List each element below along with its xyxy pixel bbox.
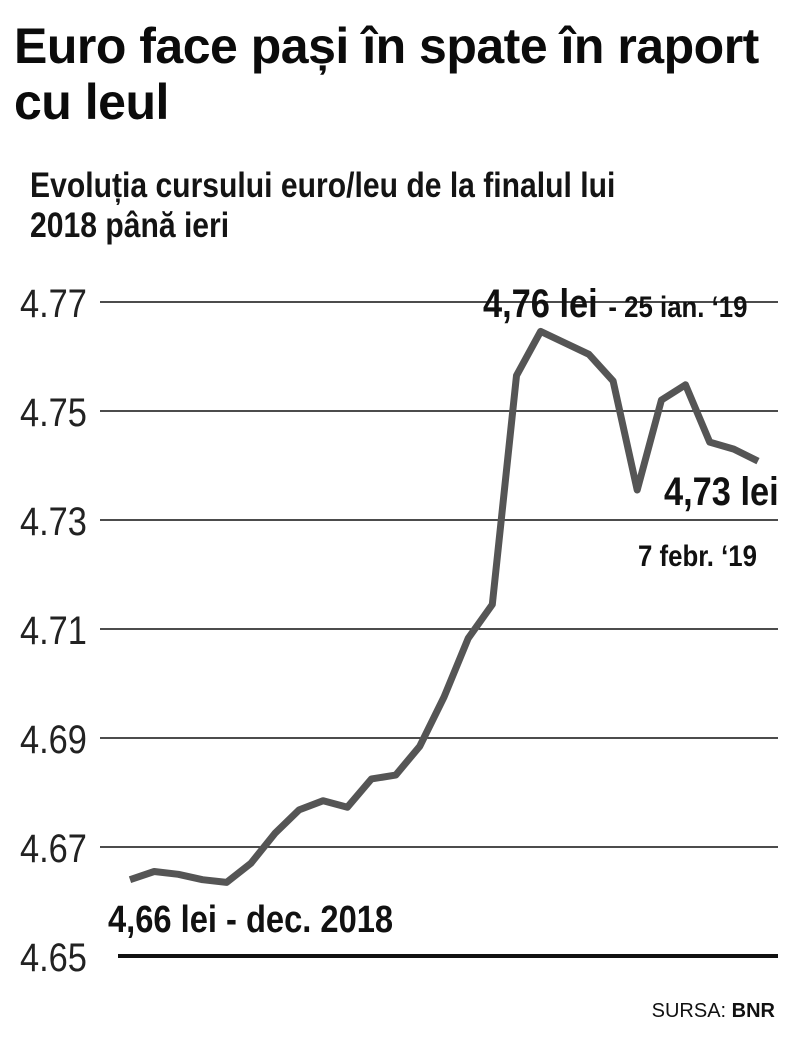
- y-tick-label: 4.67: [20, 826, 87, 871]
- annotation-peak-value: 4,76 lei: [483, 281, 598, 326]
- y-tick-label: 4.73: [20, 499, 87, 544]
- annotation-end-value: 4,73 lei: [664, 469, 779, 514]
- source-name: BNR: [731, 1000, 775, 1022]
- annotation-peak: 4,76 lei - 25 ian. ‘19: [483, 281, 747, 326]
- source-label: SURSA:: [651, 1000, 727, 1022]
- gridlines: [100, 301, 778, 958]
- y-tick-label: 4.75: [20, 390, 87, 435]
- annotation-end-date: 7 febr. ‘19: [638, 539, 757, 572]
- chart-title: Euro face pași în spate în raport cu leu…: [14, 18, 759, 130]
- annotation-peak-date: - 25 ian. ‘19: [608, 290, 747, 323]
- source-credit: SURSA: BNR: [652, 1000, 775, 1023]
- series-line-euro-leu: [128, 327, 760, 886]
- chart-subtitle: Evoluția cursului euro/leu de la finalul…: [30, 166, 616, 245]
- annotations: 4,66 lei - dec. 2018 4,76 lei - 25 ian. …: [108, 281, 779, 941]
- annotation-start: 4,66 lei - dec. 2018: [108, 898, 393, 941]
- y-tick-label: 4.71: [20, 608, 87, 653]
- y-axis-tick-labels: 4.77 4.75 4.73 4.71 4.69 4.67 4.65: [20, 281, 87, 980]
- y-tick-label: 4.65: [20, 935, 87, 980]
- y-tick-label: 4.77: [20, 281, 87, 326]
- y-tick-label: 4.69: [20, 717, 87, 762]
